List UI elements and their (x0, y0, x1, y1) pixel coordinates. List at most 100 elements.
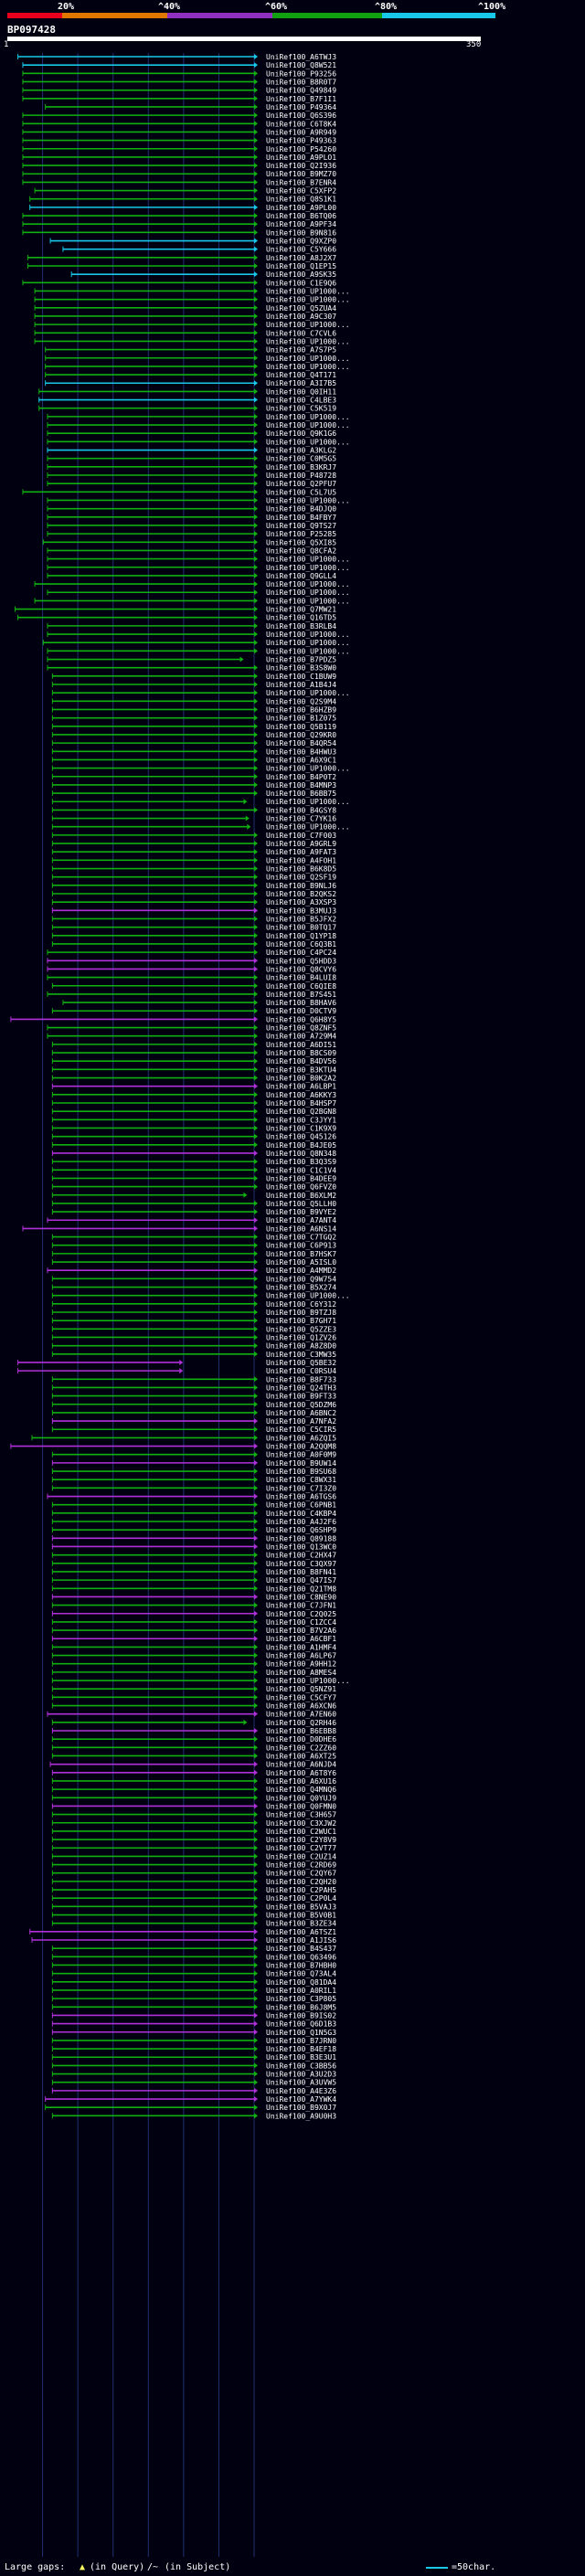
hit-label[interactable]: UniRef100_A4FOH1 (266, 856, 336, 864)
hit-label[interactable]: UniRef100_C1BUW9 (266, 673, 336, 681)
hit-label[interactable]: UniRef100_A6X9C1 (266, 756, 336, 764)
hit-label[interactable]: UniRef100_C5K519 (266, 405, 336, 413)
hit-label[interactable]: UniRef100_C5CIR5 (266, 1426, 336, 1434)
hit-label[interactable]: UniRef100_B6BB75 (266, 790, 336, 798)
hit-label[interactable]: UniRef100_UP1000... (266, 1292, 350, 1300)
hit-label[interactable]: UniRef100_A0F0M9 (266, 1451, 336, 1459)
hit-label[interactable]: UniRef100_C6PNB1 (266, 1501, 336, 1510)
hit-label[interactable]: UniRef100_C2Q025 (266, 1610, 336, 1618)
hit-label[interactable]: UniRef100_C7TGQ2 (266, 1234, 336, 1242)
hit-label[interactable]: UniRef100_UP1000... (266, 337, 350, 345)
hit-label[interactable]: UniRef100_B5JFX2 (266, 915, 336, 923)
hit-label[interactable]: UniRef100_A6NJD4 (266, 1761, 336, 1769)
hit-label[interactable]: UniRef100_B6TQ06 (266, 212, 336, 220)
hit-label[interactable]: UniRef100_B2QKS2 (266, 890, 336, 898)
hit-label[interactable]: UniRef100_UP1000... (266, 647, 350, 655)
hit-label[interactable]: UniRef100_A6LBP1 (266, 1083, 336, 1091)
hit-label[interactable]: UniRef100_Q29KR0 (266, 731, 336, 739)
hit-label[interactable]: UniRef100_C2PAH5 (266, 1886, 336, 1894)
hit-label[interactable]: UniRef100_UP1000... (266, 798, 350, 806)
hit-label[interactable]: UniRef100_C8NE90 (266, 1593, 336, 1601)
hit-label[interactable]: UniRef100_C3MW35 (266, 1351, 336, 1359)
hit-label[interactable]: UniRef100_Q45126 (266, 1133, 336, 1141)
hit-label[interactable]: UniRef100_B4HSP7 (266, 1099, 336, 1108)
hit-label[interactable]: UniRef100_C5CFY7 (266, 1693, 336, 1701)
hit-label[interactable]: UniRef100_Q9GLL4 (266, 572, 336, 580)
hit-label[interactable]: UniRef100_C3BB56 (266, 2062, 336, 2070)
hit-label[interactable]: UniRef100_C2WUC1 (266, 1828, 336, 1836)
hit-label[interactable]: UniRef100_A6DI51 (266, 1041, 336, 1049)
hit-label[interactable]: UniRef100_A7ANT4 (266, 1216, 336, 1224)
hit-label[interactable]: UniRef100_A6BNC2 (266, 1409, 336, 1417)
hit-label[interactable]: UniRef100_A3UVW5 (266, 2079, 336, 2087)
hit-label[interactable]: UniRef100_C2ZZ60 (266, 1744, 336, 1752)
hit-label[interactable]: UniRef100_B4MNP3 (266, 781, 336, 790)
hit-label[interactable]: UniRef100_UP1000... (266, 355, 350, 363)
hit-label[interactable]: UniRef100_C0M5G5 (266, 455, 336, 463)
hit-label[interactable]: UniRef100_A6XCN6 (266, 1702, 336, 1711)
hit-label[interactable]: UniRef100_UP1000... (266, 363, 350, 371)
hit-label[interactable]: UniRef100_A7NFA2 (266, 1417, 336, 1426)
hit-label[interactable]: UniRef100_A1B4J4 (266, 681, 336, 689)
hit-label[interactable]: UniRef100_B9X0J7 (266, 2104, 336, 2112)
hit-label[interactable]: UniRef100_Q5ZUA4 (266, 304, 336, 313)
hit-label[interactable]: UniRef100_C5XFP2 (266, 187, 336, 196)
hit-label[interactable]: UniRef100_C7I3Z0 (266, 1484, 336, 1492)
hit-label[interactable]: UniRef100_Q4MNQ6 (266, 1786, 336, 1794)
hit-label[interactable]: UniRef100_Q6S396 (266, 111, 336, 120)
hit-label[interactable]: UniRef100_Q16TD5 (266, 614, 336, 622)
hit-label[interactable]: UniRef100_D0CTV9 (266, 1007, 336, 1015)
hit-label[interactable]: UniRef100_Q2RH46 (266, 1719, 336, 1727)
hit-label[interactable]: UniRef100_A6XU16 (266, 1777, 336, 1786)
hit-label[interactable]: UniRef100_Q6H8Y5 (266, 1015, 336, 1023)
hit-label[interactable]: UniRef100_UP1000... (266, 580, 350, 588)
hit-label[interactable]: UniRef100_P25285 (266, 530, 336, 538)
hit-label[interactable]: UniRef100_Q8N348 (266, 1150, 336, 1158)
hit-label[interactable]: UniRef100_A6XT25 (266, 1752, 336, 1760)
hit-label[interactable]: UniRef100_C2UZ14 (266, 1852, 336, 1860)
hit-label[interactable]: UniRef100_A7EN60 (266, 1711, 336, 1719)
hit-label[interactable]: UniRef100_Q0IH11 (266, 387, 336, 396)
hit-label[interactable]: UniRef100_C7CVL6 (266, 329, 336, 337)
hit-label[interactable]: UniRef100_A5ISL0 (266, 1258, 336, 1267)
hit-label[interactable]: UniRef100_C4KBP4 (266, 1510, 336, 1518)
hit-label[interactable]: UniRef100_B9N816 (266, 228, 336, 237)
hit-label[interactable]: UniRef100_B8FN41 (266, 1568, 336, 1576)
hit-label[interactable]: UniRef100_C3XJW2 (266, 1819, 336, 1828)
hit-label[interactable]: UniRef100_Q8CVY6 (266, 965, 336, 973)
hit-label[interactable]: UniRef100_A6NS14 (266, 1224, 336, 1233)
hit-label[interactable]: UniRef100_Q2PFU7 (266, 480, 336, 488)
hit-label[interactable]: UniRef100_Q5NZ91 (266, 1685, 336, 1693)
hit-label[interactable]: UniRef100_B7GH71 (266, 1317, 336, 1325)
hit-label[interactable]: UniRef100_C4LBE3 (266, 397, 336, 405)
hit-label[interactable]: UniRef100_B9TZJ8 (266, 1309, 336, 1317)
hit-label[interactable]: UniRef100_Q21TM8 (266, 1585, 336, 1593)
hit-label[interactable]: UniRef100_A6ZQI5 (266, 1434, 336, 1442)
hit-label[interactable]: UniRef100_B3KTU4 (266, 1065, 336, 1074)
hit-label[interactable]: UniRef100_Q0YUJ9 (266, 1794, 336, 1802)
hit-label[interactable]: UniRef100_A2QQM8 (266, 1443, 336, 1451)
hit-label[interactable]: UniRef100_Q8S1K1 (266, 196, 336, 204)
hit-label[interactable]: UniRef100_Q5BE32 (266, 1359, 336, 1367)
hit-label[interactable]: UniRef100_Q5B119 (266, 723, 336, 731)
hit-label[interactable]: UniRef100_UP1000... (266, 765, 350, 773)
hit-label[interactable]: UniRef100_C5L7U5 (266, 488, 336, 496)
hit-label[interactable]: UniRef100_C2VT77 (266, 1844, 336, 1852)
hit-label[interactable]: UniRef100_B3KRJ7 (266, 463, 336, 472)
hit-label[interactable]: UniRef100_B5VAJ3 (266, 1903, 336, 1911)
hit-label[interactable]: UniRef100_A0RIL1 (266, 1987, 336, 1995)
hit-label[interactable]: UniRef100_A7S7P5 (266, 346, 336, 355)
hit-label[interactable]: UniRef100_B4QR54 (266, 739, 336, 747)
hit-label[interactable]: UniRef100_Q49849 (266, 87, 336, 95)
hit-label[interactable]: UniRef100_C1C1V4 (266, 1166, 336, 1174)
hit-label[interactable]: UniRef100_A6TWJ3 (266, 53, 336, 61)
hit-label[interactable]: UniRef100_B4S437 (266, 1945, 336, 1953)
hit-label[interactable]: UniRef100_B7F1I1 (266, 95, 336, 103)
hit-label[interactable]: UniRef100_C6Y312 (266, 1300, 336, 1309)
hit-label[interactable]: UniRef100_D0DHE6 (266, 1735, 336, 1744)
hit-label[interactable]: UniRef100_A6TSZ1 (266, 1928, 336, 1936)
hit-label[interactable]: UniRef100_B0TQ17 (266, 924, 336, 932)
hit-label[interactable]: UniRef100_Q2I936 (266, 162, 336, 170)
hit-label[interactable]: UniRef100_A1HMF4 (266, 1643, 336, 1651)
hit-label[interactable]: UniRef100_Q4T171 (266, 371, 336, 379)
